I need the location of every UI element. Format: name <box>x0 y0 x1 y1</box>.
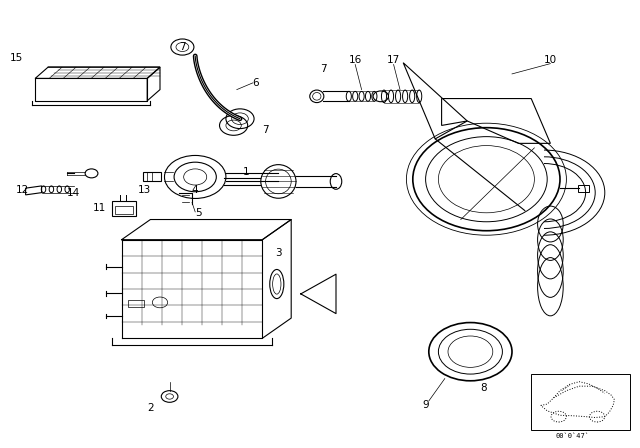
Bar <box>143 172 161 181</box>
Text: 11: 11 <box>93 203 106 213</box>
Text: 7: 7 <box>320 65 326 74</box>
Text: 4: 4 <box>192 185 198 195</box>
Text: 17: 17 <box>387 56 400 65</box>
Text: 00`0`47`: 00`0`47` <box>556 433 590 439</box>
Text: 5: 5 <box>195 208 202 218</box>
Text: 13: 13 <box>138 185 150 195</box>
Text: 8: 8 <box>480 383 486 392</box>
Text: 2: 2 <box>147 403 154 413</box>
Text: 1: 1 <box>243 168 250 177</box>
Text: 15: 15 <box>10 53 22 63</box>
Text: 9: 9 <box>422 401 429 410</box>
Text: 14: 14 <box>67 188 80 198</box>
Text: 7: 7 <box>262 125 269 135</box>
Bar <box>128 300 144 307</box>
Text: 7: 7 <box>179 42 186 52</box>
Text: 6: 6 <box>253 78 259 88</box>
Bar <box>578 185 589 192</box>
Text: 10: 10 <box>544 56 557 65</box>
Text: 12: 12 <box>16 185 29 195</box>
Bar <box>112 201 136 216</box>
Bar <box>115 206 133 214</box>
Text: 16: 16 <box>349 56 362 65</box>
Bar <box>531 374 630 430</box>
Text: 3: 3 <box>275 248 282 258</box>
